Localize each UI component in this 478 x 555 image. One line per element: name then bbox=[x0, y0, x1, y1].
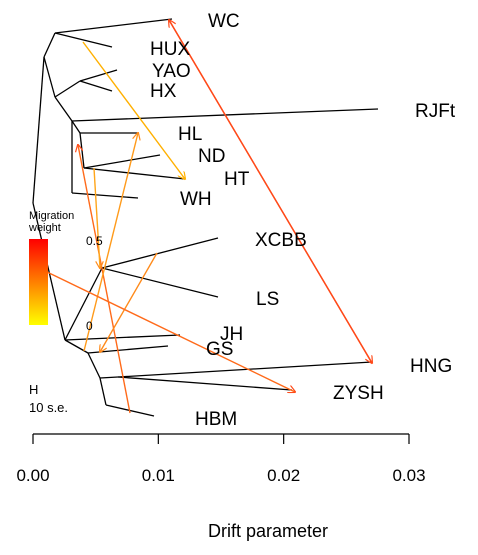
branch-wc-hux-node bbox=[43, 32, 56, 58]
branch-ht bbox=[83, 167, 186, 180]
legend-title-line2: weight bbox=[28, 222, 61, 234]
branch-xcbb-node bbox=[64, 267, 103, 341]
legend-max-label: 0.5 bbox=[86, 234, 103, 248]
branch-jh bbox=[64, 334, 181, 341]
migration-nd-xcbb bbox=[93, 167, 100, 268]
branch-hux bbox=[54, 32, 113, 48]
branch-hx bbox=[79, 80, 113, 92]
branch-yao-hx-node bbox=[54, 80, 81, 98]
x-tick-label-0: 0.00 bbox=[16, 466, 49, 485]
branch-root-upper bbox=[32, 56, 45, 204]
x-axis-title: Drift parameter bbox=[208, 521, 328, 541]
branch-hbm-node bbox=[99, 377, 107, 406]
label-ht: HT bbox=[224, 169, 250, 190]
x-tick-label-2: 0.02 bbox=[267, 466, 300, 485]
label-hng: HNG bbox=[410, 356, 452, 377]
migration-ancestral-zysh bbox=[44, 270, 295, 392]
label-hx: HX bbox=[150, 81, 177, 102]
label-gs: GS bbox=[206, 339, 233, 360]
legend-title-line1: Migration bbox=[29, 210, 74, 222]
branch-hng-node bbox=[87, 352, 101, 379]
migration-weight-legend: Migration weight 0.5 0 bbox=[28, 210, 103, 333]
branch-wc bbox=[54, 18, 173, 34]
label-yao: YAO bbox=[152, 61, 191, 82]
migration-xcbb-gs bbox=[100, 252, 158, 352]
migration-hux-ht bbox=[82, 41, 185, 179]
label-xcbb: XCBB bbox=[255, 230, 307, 251]
branch-xcbb bbox=[101, 237, 219, 269]
branch-wh bbox=[71, 192, 139, 199]
label-hl: HL bbox=[178, 124, 202, 145]
branch-hl-node bbox=[71, 120, 81, 134]
migration-gs-hl bbox=[83, 133, 138, 352]
scale-bar-label: 10 s.e. bbox=[29, 400, 68, 415]
branch-yao bbox=[79, 69, 118, 82]
migration-hbm-hl bbox=[78, 145, 131, 414]
scale-bar: H 10 s.e. bbox=[29, 382, 68, 415]
branch-nd bbox=[83, 154, 161, 169]
label-rjft: RJFt bbox=[415, 101, 456, 122]
branch-ls bbox=[101, 267, 219, 298]
x-axis: 0.00 0.01 0.02 0.03 Drift parameter bbox=[16, 433, 426, 541]
label-wc: WC bbox=[208, 11, 240, 32]
branch-root-lower bbox=[32, 202, 66, 341]
branch-lower-node bbox=[54, 96, 73, 122]
branch-zysh bbox=[117, 376, 293, 391]
population-labels: WC HUX YAO HX RJFt HL ND HT WH XCBB LS J… bbox=[150, 11, 456, 430]
legend-min-label: 0 bbox=[86, 319, 93, 333]
branch-hng-stem bbox=[99, 376, 119, 379]
migration-wc-hng bbox=[168, 19, 372, 363]
label-nd: ND bbox=[198, 146, 225, 167]
legend-color-bar bbox=[29, 239, 48, 325]
scale-bar-marker: H bbox=[29, 382, 38, 397]
migration-edges bbox=[44, 19, 372, 414]
label-hux: HUX bbox=[150, 39, 190, 60]
label-zysh: ZYSH bbox=[333, 383, 384, 404]
label-ls: LS bbox=[256, 289, 279, 310]
label-hbm: HBM bbox=[195, 409, 237, 430]
branch-mid-node bbox=[43, 56, 56, 98]
label-wh: WH bbox=[180, 189, 212, 210]
branch-hng bbox=[117, 361, 373, 378]
label-jh: JH bbox=[220, 324, 243, 345]
x-tick-label-3: 0.03 bbox=[392, 466, 425, 485]
x-tick-label-1: 0.01 bbox=[142, 466, 175, 485]
